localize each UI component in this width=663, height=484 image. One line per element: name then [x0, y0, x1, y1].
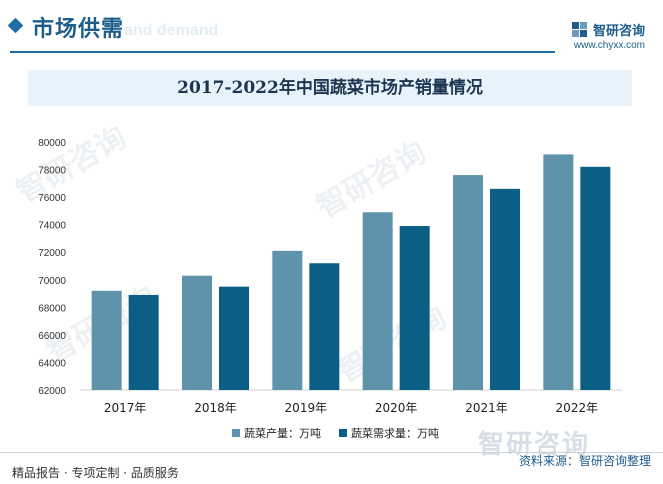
legend-label: 蔬菜需求量：万吨 — [351, 427, 439, 440]
bar-demand — [399, 226, 430, 390]
x-tick-label: 2019年 — [285, 401, 328, 415]
y-tick-label: 78000 — [38, 166, 66, 177]
x-tick-label: 2017年 — [104, 401, 147, 415]
footer-tagline: 精品报告 · 专项定制 · 品质服务 — [12, 466, 179, 480]
header-divider — [10, 51, 555, 53]
page-footer: 精品报告 · 专项定制 · 品质服务 资料来源：智研咨询整理 — [0, 452, 663, 484]
y-tick-label: 76000 — [38, 193, 66, 204]
footer-divider — [0, 452, 663, 453]
bar-chart: 62000 64000 66000 68000 70000 72000 74000 76000… — [38, 138, 622, 440]
y-tick-label: 70000 — [38, 276, 66, 287]
bar-production — [453, 175, 483, 390]
bar-production — [543, 154, 574, 390]
y-tick-label: 74000 — [38, 221, 66, 232]
legend-label: 蔬菜产量：万吨 — [244, 426, 321, 440]
section-subtitle: and demand — [124, 22, 219, 39]
brand-name: 智研咨询 — [592, 24, 645, 39]
bar-production — [91, 290, 122, 390]
brand-url[interactable]: www.chyxx.com — [573, 40, 645, 51]
brand-logo-icon — [571, 22, 587, 37]
footer-source: 资料来源：智研咨询整理 — [518, 454, 651, 468]
x-tick-label: 2018年 — [194, 401, 237, 415]
legend-swatch — [339, 429, 347, 437]
legend-swatch — [232, 429, 240, 437]
bar-demand — [580, 166, 611, 390]
footer-watermark: 智研咨询 — [478, 430, 591, 460]
bar-demand — [490, 188, 520, 390]
bar-demand — [128, 294, 159, 390]
chart-title-banner: 2017-2022年中国蔬菜市场产销量情况 — [28, 70, 632, 106]
x-tick-label: 2021年 — [465, 401, 508, 415]
x-tick-label: 2020年 — [375, 401, 418, 415]
page-header: 市场供需 and demand 智研咨询 www.chyxx.com — [0, 0, 663, 60]
y-tick-label: 64000 — [38, 358, 66, 369]
bar-demand — [309, 263, 340, 390]
bar-production — [182, 275, 212, 390]
y-tick-label: 72000 — [38, 248, 66, 259]
y-tick-label: 80000 — [38, 138, 66, 149]
bar-production — [362, 212, 393, 390]
section-title: 市场供需 — [32, 17, 125, 42]
y-tick-label: 68000 — [38, 303, 66, 314]
x-tick-label: 2022年 — [556, 401, 599, 415]
bar-production — [272, 250, 303, 390]
y-tick-label: 62000 — [38, 386, 66, 397]
bar-demand — [219, 286, 249, 390]
y-tick-label: 66000 — [38, 331, 66, 342]
brand[interactable]: 智研咨询 — [571, 20, 645, 39]
